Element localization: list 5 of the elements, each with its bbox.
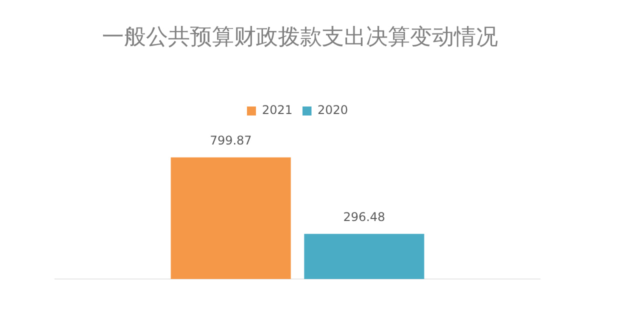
data-label: 799.87 <box>210 134 252 148</box>
chart-title: 一般公共预算财政拨款支出决算变动情况 <box>101 24 499 52</box>
legend-label: 2021 <box>262 103 293 118</box>
data-label: 296.48 <box>343 210 386 224</box>
legend-label: 2020 <box>318 103 348 118</box>
